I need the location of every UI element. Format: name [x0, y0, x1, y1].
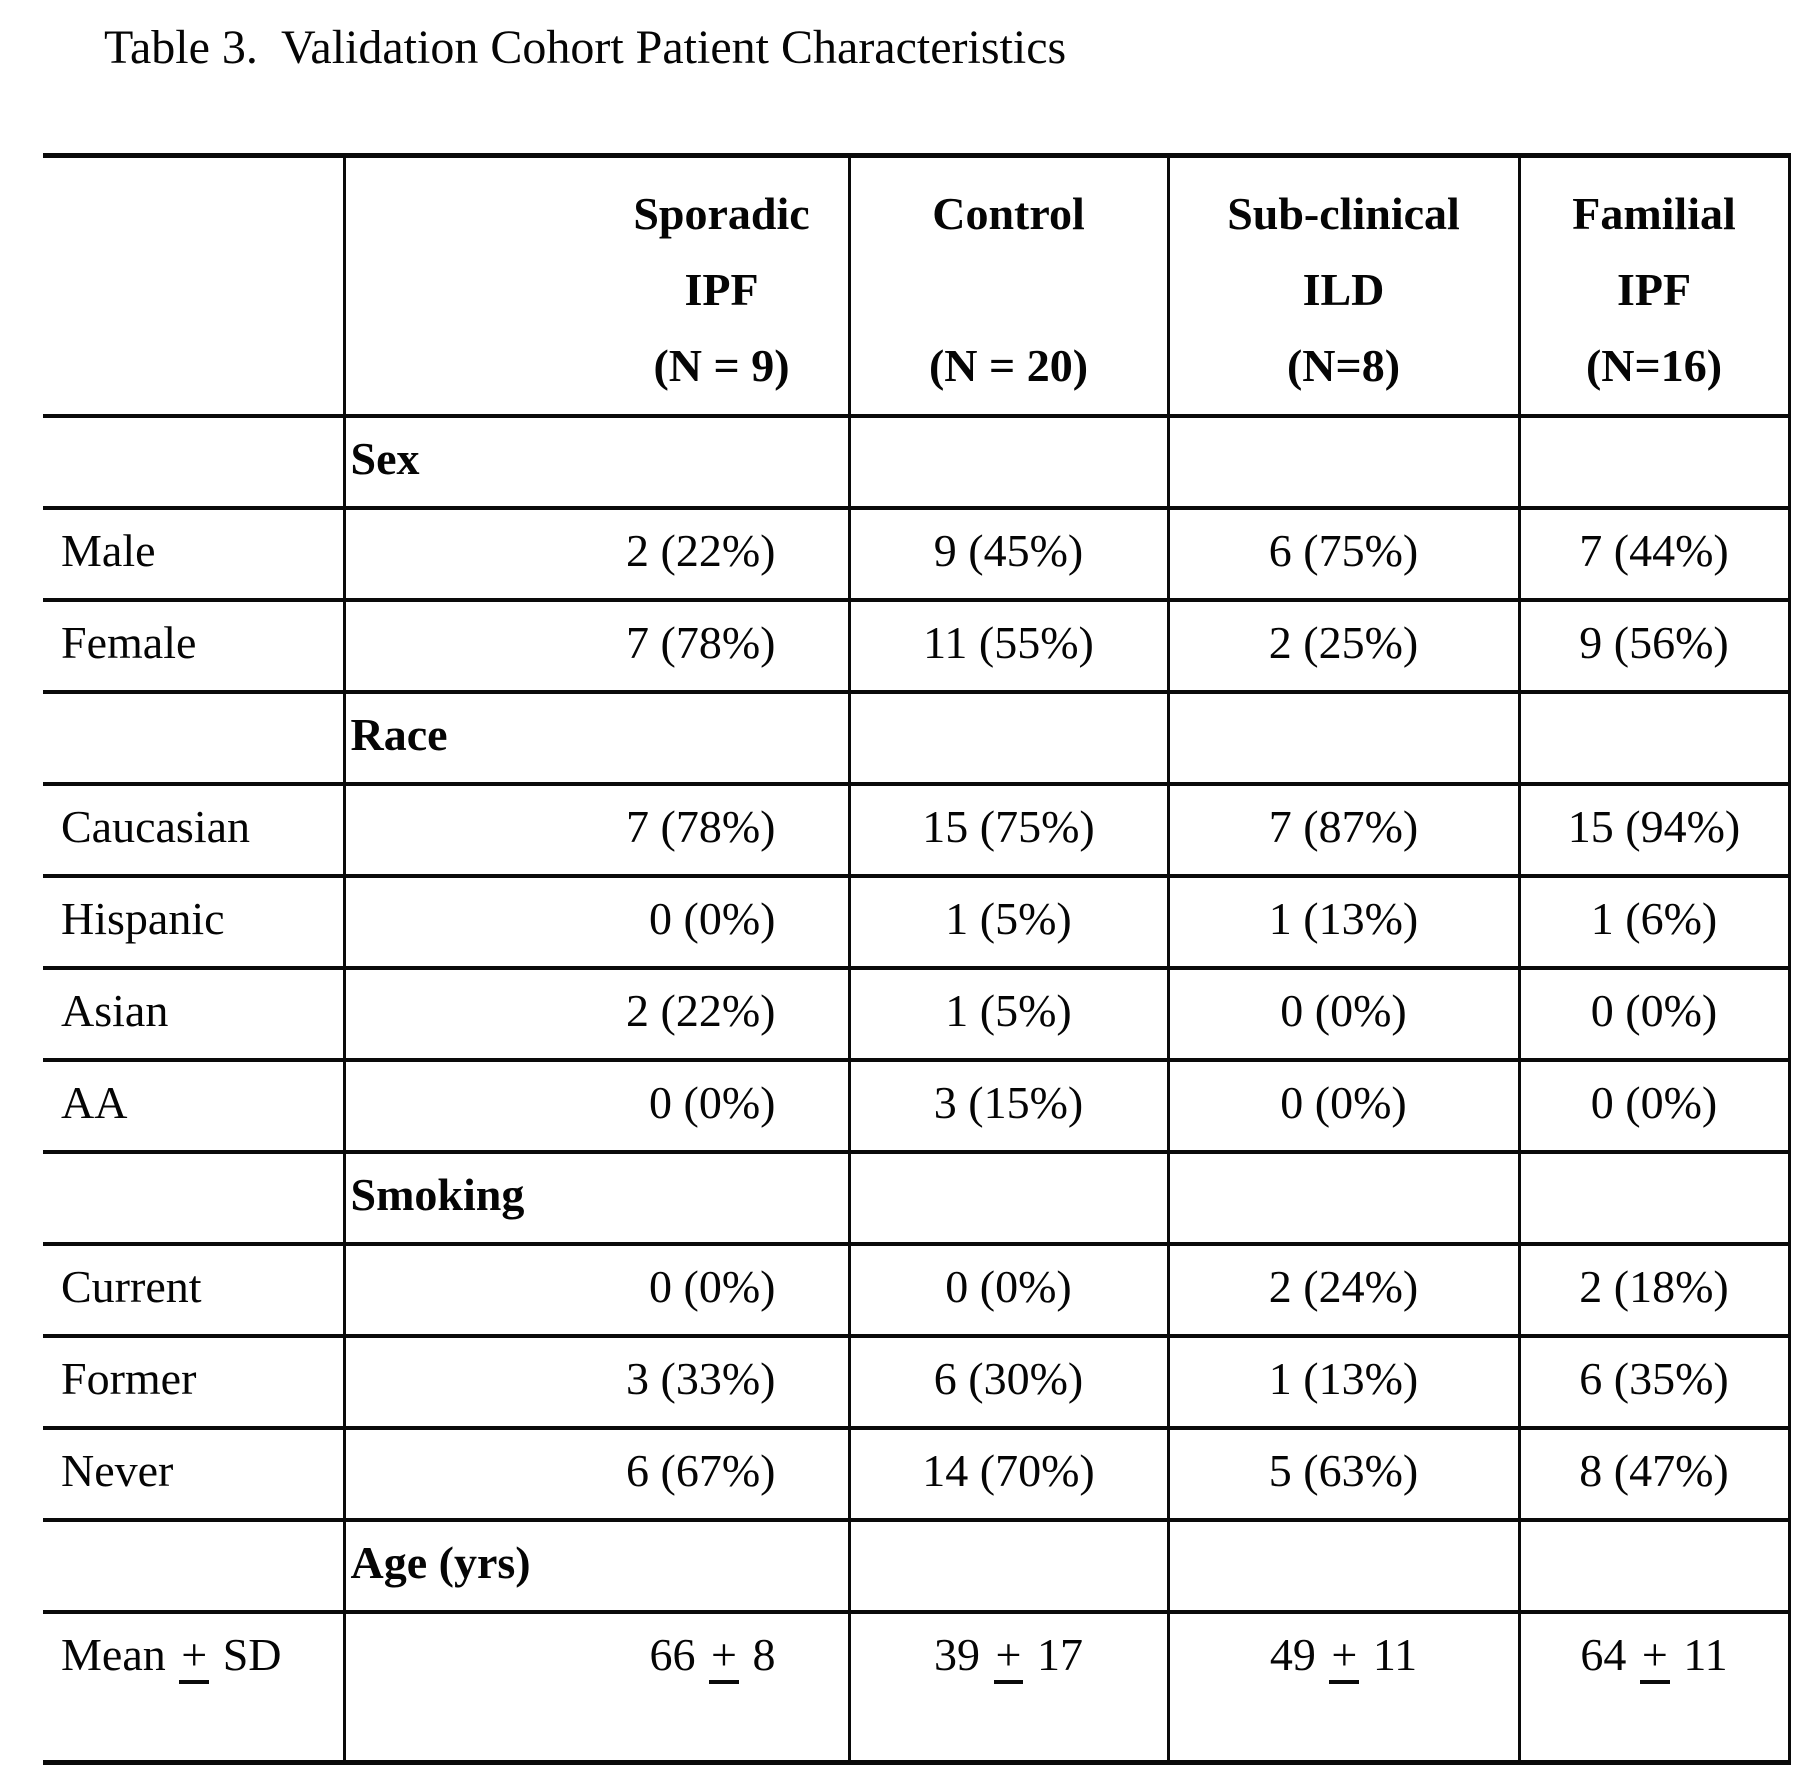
value-cell: 1 (5%): [847, 965, 1168, 1060]
row-label: Former: [43, 1333, 344, 1428]
section-row-smoking: Smoking: [43, 1149, 1789, 1244]
table-header-row: Sporadic IPF (N = 9) Control (N = 20) Su…: [43, 153, 1789, 416]
row-label: Current: [43, 1241, 344, 1336]
data-row-mean-sd: Mean + SD 66 + 8 39 + 17 49 + 11 64 + 11: [43, 1609, 1789, 1763]
empty-cell: [847, 1517, 1168, 1612]
empty-cell: [43, 1517, 344, 1612]
value-cell: 0 (0%): [1517, 965, 1789, 1060]
row-label: AA: [43, 1057, 344, 1152]
section-label: Smoking: [342, 1149, 849, 1244]
data-row-hispanic: Hispanic 0 (0%) 1 (5%) 1 (13%) 1 (6%): [43, 873, 1789, 968]
value-cell: 2 (18%): [1517, 1241, 1789, 1336]
section-row-age: Age (yrs): [43, 1517, 1789, 1612]
value-cell: 8 (47%): [1517, 1425, 1789, 1520]
value-cell: 7 (78%): [342, 781, 849, 876]
value-cell: 0 (0%): [1166, 965, 1519, 1060]
data-row-former: Former 3 (33%) 6 (30%) 1 (13%) 6 (35%): [43, 1333, 1789, 1428]
value-cell: 3 (15%): [847, 1057, 1168, 1152]
empty-cell: [1166, 1517, 1519, 1612]
plus-minus-symbol: +: [1329, 1631, 1360, 1684]
value-cell: 64 + 11: [1517, 1609, 1789, 1763]
value-cell: 66 + 8: [342, 1609, 849, 1763]
value-cell: 7 (78%): [342, 597, 849, 692]
empty-cell: [847, 689, 1168, 784]
value-cell: 2 (25%): [1166, 597, 1519, 692]
value-cell: 1 (13%): [1166, 1333, 1519, 1428]
value-cell: 6 (30%): [847, 1333, 1168, 1428]
value-cell: 14 (70%): [847, 1425, 1168, 1520]
column-header-familial-ipf: Familial IPF (N=16): [1517, 153, 1789, 416]
value-cell: 9 (56%): [1517, 597, 1789, 692]
value-cell: 2 (22%): [342, 965, 849, 1060]
empty-cell: [847, 1149, 1168, 1244]
row-label: Caucasian: [43, 781, 344, 876]
column-header-subclinical-ild: Sub-clinical ILD (N=8): [1166, 153, 1519, 416]
plus-minus-symbol: +: [993, 1631, 1024, 1684]
value-cell: 39 + 17: [847, 1609, 1168, 1763]
value-cell: 11 (55%): [847, 597, 1168, 692]
empty-cell: [1517, 689, 1789, 784]
empty-cell: [1166, 413, 1519, 508]
value-cell: 0 (0%): [847, 1241, 1168, 1336]
data-row-male: Male 2 (22%) 9 (45%) 6 (75%) 7 (44%): [43, 505, 1789, 600]
empty-cell: [1166, 689, 1519, 784]
row-label: Hispanic: [43, 873, 344, 968]
empty-cell: [1517, 1149, 1789, 1244]
value-cell: 9 (45%): [847, 505, 1168, 600]
value-cell: 2 (22%): [342, 505, 849, 600]
row-label: Female: [43, 597, 344, 692]
table-caption: Table 3. Validation Cohort Patient Chara…: [104, 21, 1067, 74]
section-label: Sex: [342, 413, 849, 508]
empty-cell: [847, 413, 1168, 508]
value-cell: 7 (44%): [1517, 505, 1789, 600]
value-cell: 0 (0%): [342, 1057, 849, 1152]
empty-cell: [43, 1149, 344, 1244]
value-cell: 0 (0%): [1166, 1057, 1519, 1152]
empty-cell: [1517, 413, 1789, 508]
value-cell: 6 (75%): [1166, 505, 1519, 600]
plus-minus-symbol: +: [1639, 1631, 1670, 1684]
data-row-current: Current 0 (0%) 0 (0%) 2 (24%) 2 (18%): [43, 1241, 1789, 1336]
empty-cell: [43, 689, 344, 784]
value-cell: 0 (0%): [342, 1241, 849, 1336]
plus-minus-symbol: +: [709, 1631, 739, 1684]
row-label: Never: [43, 1425, 344, 1520]
value-cell: 49 + 11: [1166, 1609, 1519, 1763]
value-cell: 7 (87%): [1166, 781, 1519, 876]
data-row-caucasian: Caucasian 7 (78%) 15 (75%) 7 (87%) 15 (9…: [43, 781, 1789, 876]
section-row-sex: Sex: [43, 413, 1789, 508]
value-cell: 2 (24%): [1166, 1241, 1519, 1336]
data-row-asian: Asian 2 (22%) 1 (5%) 0 (0%) 0 (0%): [43, 965, 1789, 1060]
plus-minus-symbol: +: [179, 1631, 210, 1684]
section-label: Age (yrs): [342, 1517, 849, 1612]
value-cell: 15 (75%): [847, 781, 1168, 876]
value-cell: 1 (5%): [847, 873, 1168, 968]
value-cell: 3 (33%): [342, 1333, 849, 1428]
patient-characteristics-table: Sporadic IPF (N = 9) Control (N = 20) Su…: [43, 153, 1791, 1765]
value-cell: 1 (6%): [1517, 873, 1789, 968]
empty-cell: [43, 413, 344, 508]
value-cell: 6 (67%): [342, 1425, 849, 1520]
empty-cell: [1517, 1517, 1789, 1612]
value-cell: 5 (63%): [1166, 1425, 1519, 1520]
value-cell: 15 (94%): [1517, 781, 1789, 876]
section-row-race: Race: [43, 689, 1789, 784]
section-label: Race: [342, 689, 849, 784]
row-label: Mean + SD: [43, 1609, 344, 1763]
value-cell: 0 (0%): [342, 873, 849, 968]
row-label: Male: [43, 505, 344, 600]
value-cell: 1 (13%): [1166, 873, 1519, 968]
value-cell: 6 (35%): [1517, 1333, 1789, 1428]
data-row-female: Female 7 (78%) 11 (55%) 2 (25%) 9 (56%): [43, 597, 1789, 692]
column-header-sporadic-ipf: Sporadic IPF (N = 9): [342, 153, 849, 416]
row-label: Asian: [43, 965, 344, 1060]
column-header-control: Control (N = 20): [847, 153, 1168, 416]
empty-cell: [1166, 1149, 1519, 1244]
value-cell: 0 (0%): [1517, 1057, 1789, 1152]
corner-cell: [43, 153, 344, 416]
data-row-aa: AA 0 (0%) 3 (15%) 0 (0%) 0 (0%): [43, 1057, 1789, 1152]
data-row-never: Never 6 (67%) 14 (70%) 5 (63%) 8 (47%): [43, 1425, 1789, 1520]
